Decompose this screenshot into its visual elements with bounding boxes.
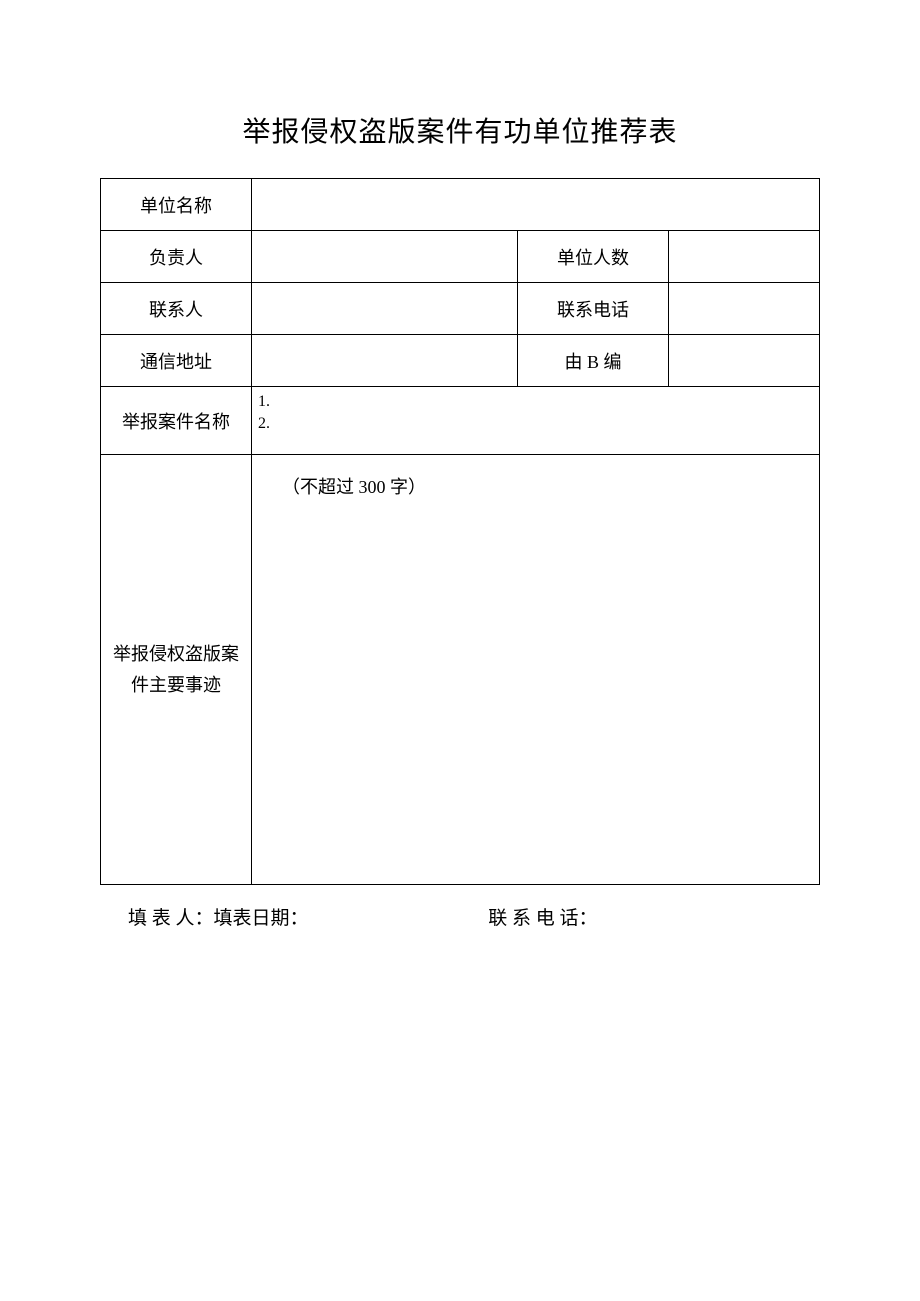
- value-address[interactable]: [251, 335, 517, 387]
- label-staff-count: 单位人数: [518, 231, 669, 283]
- row-unit-name: 单位名称: [101, 179, 820, 231]
- footer-filler-label: 填 表 人：: [128, 908, 214, 929]
- footer-date-label: 填表日期：: [214, 908, 309, 929]
- value-unit-name[interactable]: [251, 179, 819, 231]
- row-case-name: 举报案件名称 1. 2.: [101, 387, 820, 455]
- label-deeds: 举报侵权盗版案件主要事迹: [101, 455, 252, 885]
- recommendation-table: 单位名称 负责人 单位人数 联系人 联系电话 通信地址 由 B 编 举报案件名称…: [100, 178, 820, 885]
- label-responsible: 负责人: [101, 231, 252, 283]
- value-case-name[interactable]: 1. 2.: [251, 387, 819, 455]
- deeds-hint: （不超过 300 字）: [282, 477, 426, 497]
- value-contact-person[interactable]: [251, 283, 517, 335]
- label-postcode: 由 B 编: [518, 335, 669, 387]
- label-contact-phone: 联系电话: [518, 283, 669, 335]
- label-unit-name: 单位名称: [101, 179, 252, 231]
- form-footer: 填 表 人：填表日期： 联 系 电 话：: [100, 903, 820, 930]
- label-address: 通信地址: [101, 335, 252, 387]
- case-line-2: 2.: [258, 413, 813, 435]
- value-postcode[interactable]: [668, 335, 819, 387]
- value-responsible[interactable]: [251, 231, 517, 283]
- form-title: 举报侵权盗版案件有功单位推荐表: [100, 110, 820, 150]
- footer-phone-label: 联 系 电 话：: [488, 903, 597, 930]
- label-contact-person: 联系人: [101, 283, 252, 335]
- row-deeds: 举报侵权盗版案件主要事迹 （不超过 300 字）: [101, 455, 820, 885]
- label-case-name: 举报案件名称: [101, 387, 252, 455]
- row-responsible-person: 负责人 单位人数: [101, 231, 820, 283]
- case-line-1: 1.: [258, 391, 813, 413]
- value-contact-phone[interactable]: [668, 283, 819, 335]
- row-address: 通信地址 由 B 编: [101, 335, 820, 387]
- footer-left-group: 填 表 人：填表日期：: [128, 903, 309, 930]
- row-contact: 联系人 联系电话: [101, 283, 820, 335]
- value-staff-count[interactable]: [668, 231, 819, 283]
- value-deeds[interactable]: （不超过 300 字）: [251, 455, 819, 885]
